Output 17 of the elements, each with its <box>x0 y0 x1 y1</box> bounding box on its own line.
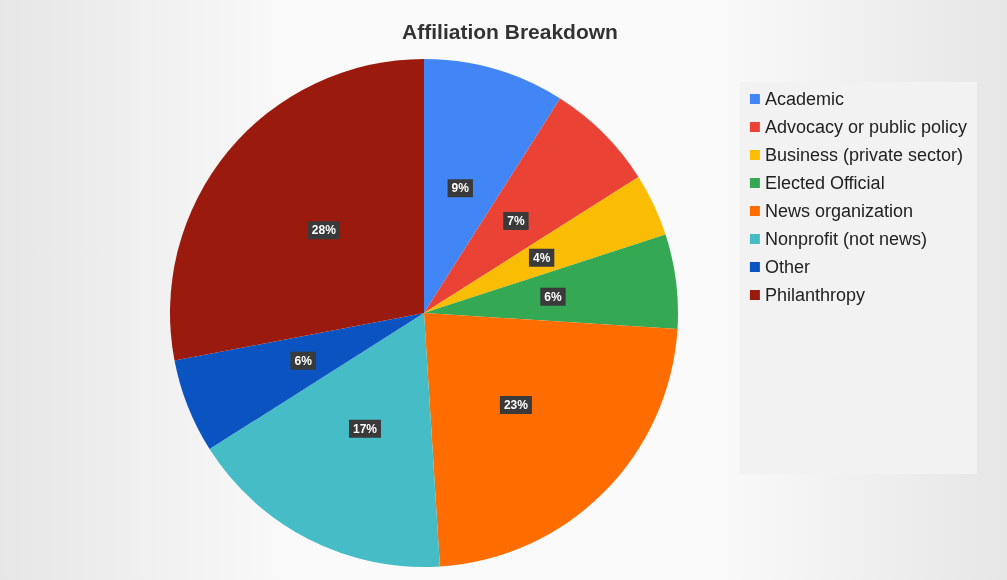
data-label: 17% <box>352 421 378 436</box>
legend-label: News organization <box>764 201 913 221</box>
legend-label: Nonprofit (not news) <box>764 229 927 249</box>
legend-label: Business (private sector) <box>764 145 963 165</box>
data-label: 6% <box>294 353 313 368</box>
chart-title: Affiliation Breakdown <box>402 20 618 43</box>
legend-label: Other <box>764 257 810 277</box>
legend-label: Elected Official <box>764 173 885 193</box>
legend-label: Philanthropy <box>764 285 865 305</box>
legend-label: Academic <box>764 89 844 109</box>
data-label: 4% <box>532 250 551 265</box>
data-label: 23% <box>503 397 529 412</box>
legend-label: Advocacy or public policy <box>764 117 968 137</box>
data-label: 9% <box>451 181 470 196</box>
data-label: 6% <box>544 289 562 304</box>
data-label: 7% <box>507 214 525 229</box>
data-label: 28% <box>311 223 337 238</box>
